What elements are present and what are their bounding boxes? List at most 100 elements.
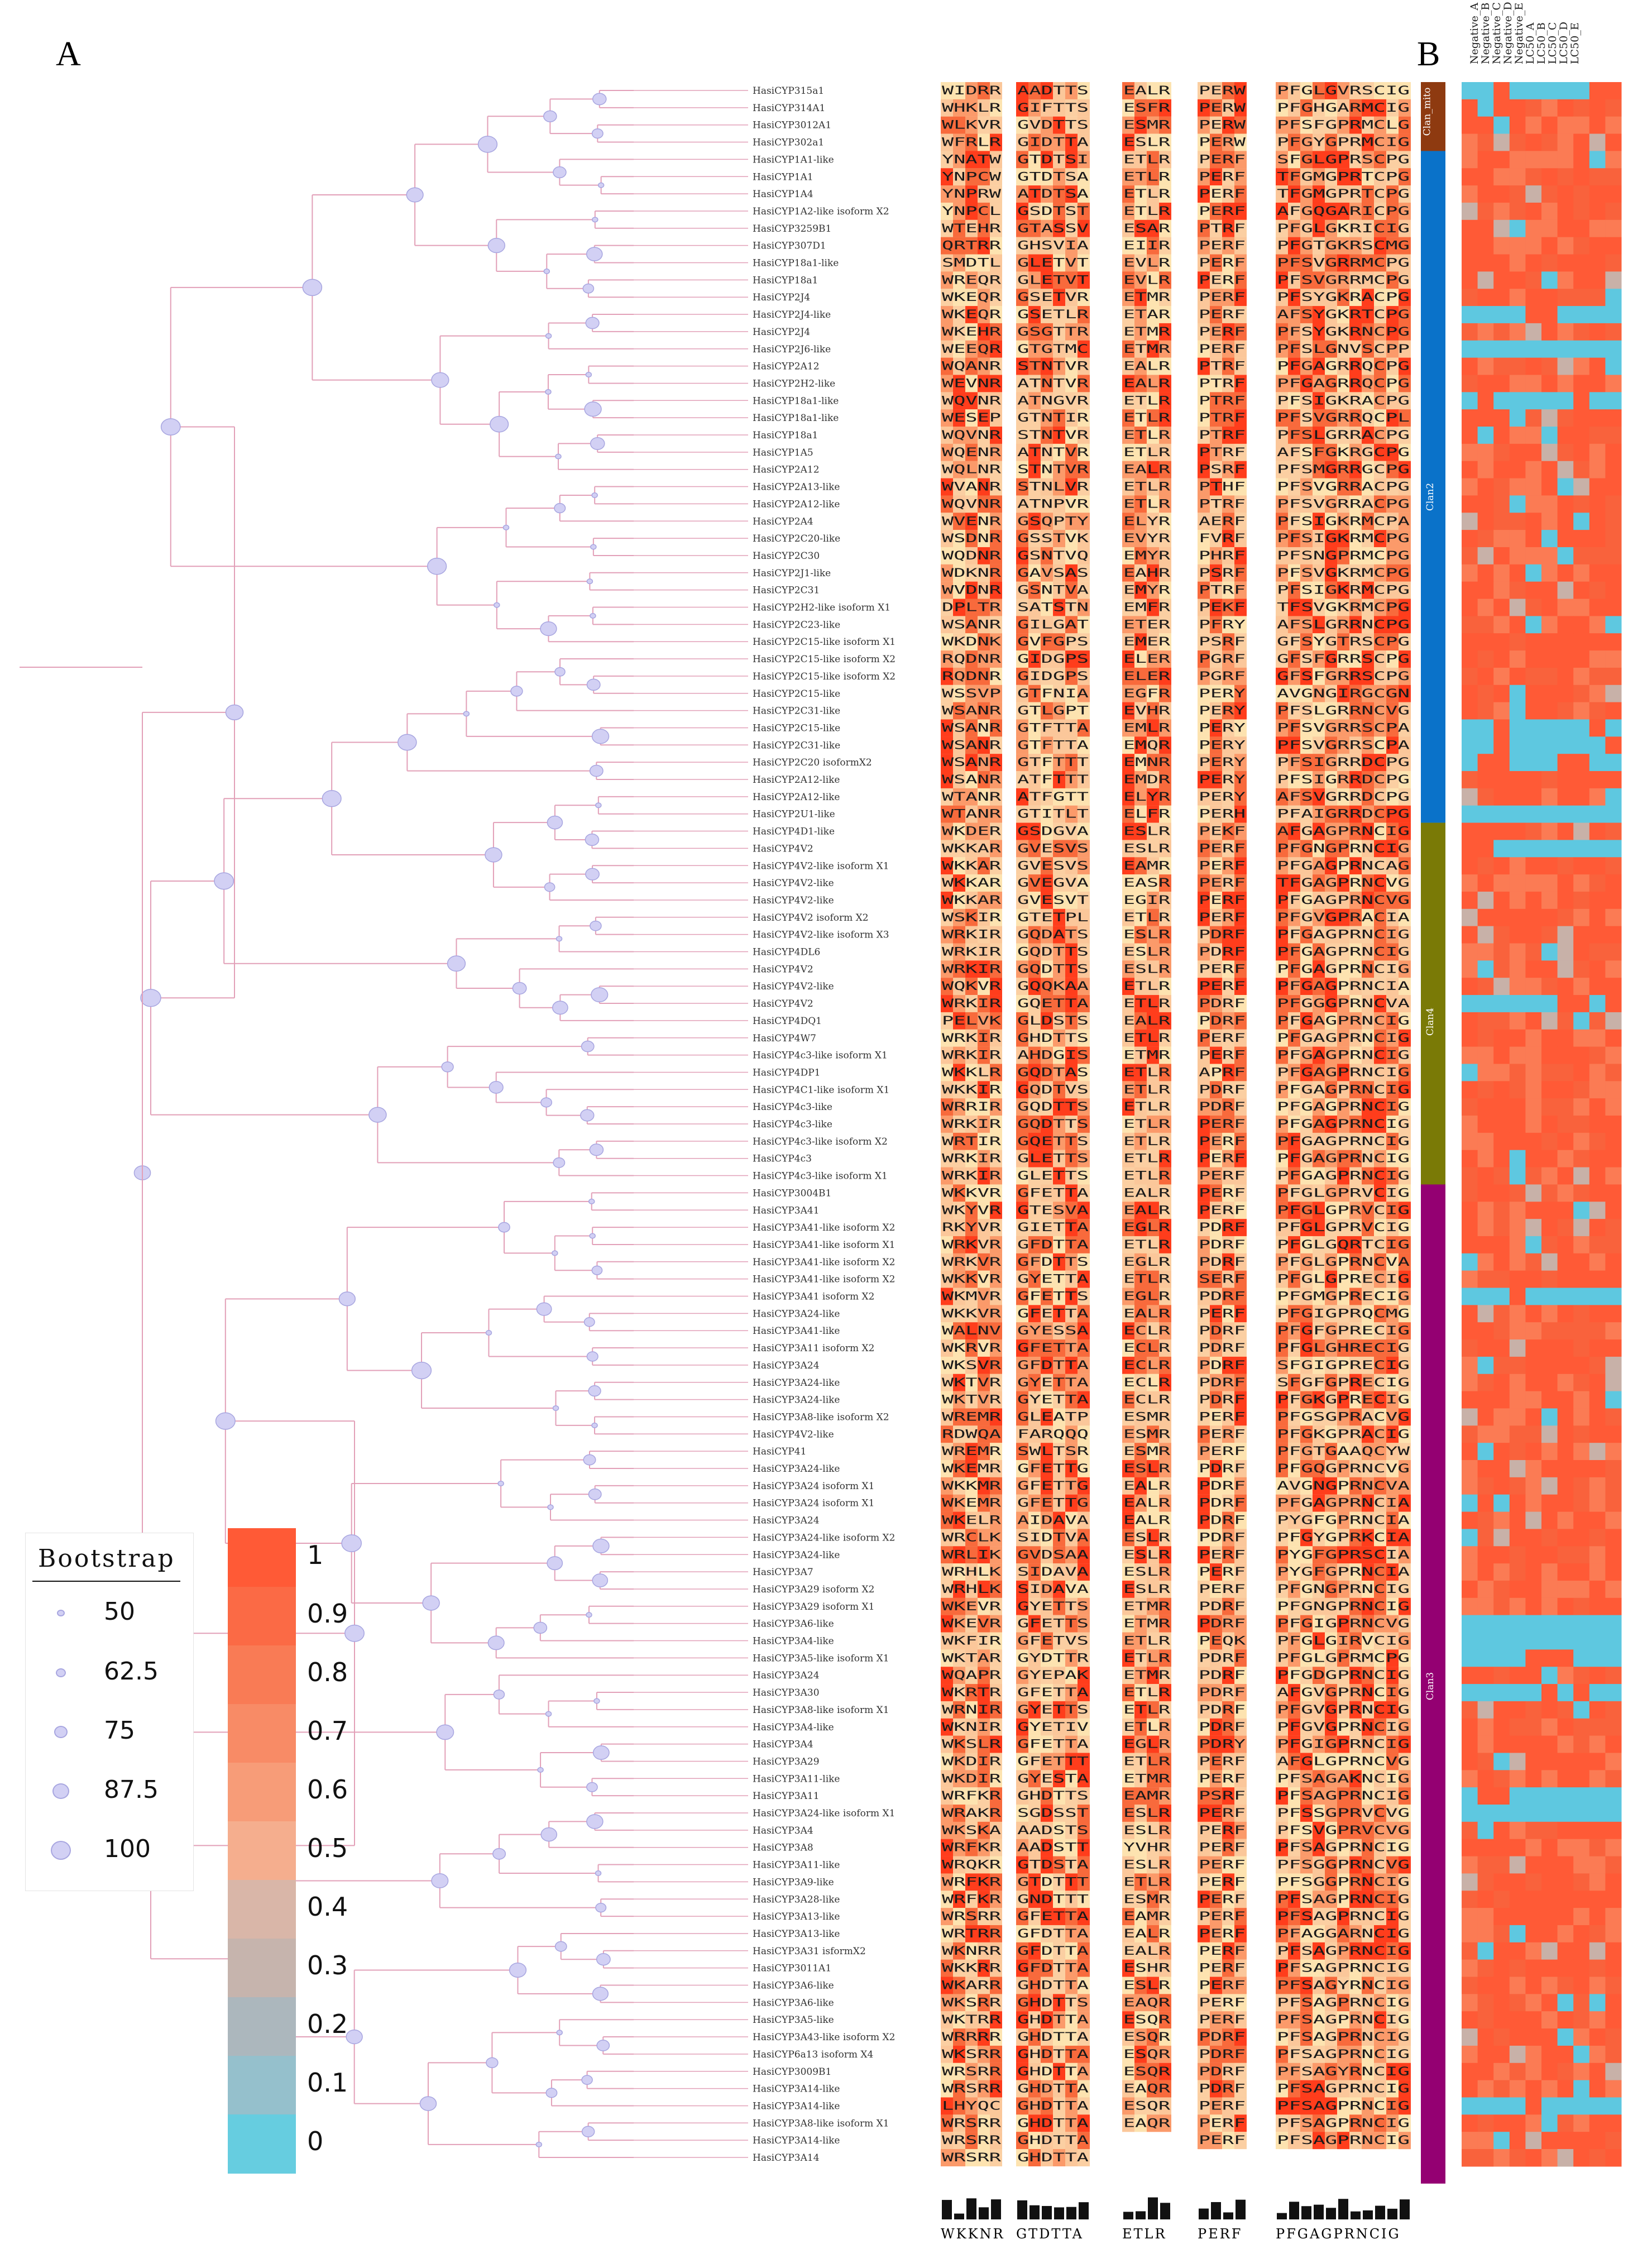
residue-cell: [953, 1443, 965, 1461]
residue-cell: [953, 289, 965, 307]
residue-string: GHDTTA: [1017, 2116, 1089, 2130]
residue-string: PFGAGPRNCIG: [1277, 945, 1410, 959]
residue-cell: [990, 1236, 1002, 1253]
residue-cell: [965, 1494, 978, 1512]
residue-cell: [953, 1305, 965, 1323]
residue-string: WSANR: [942, 704, 1002, 717]
bootstrap-node: [490, 415, 509, 433]
residue-string: PTRF: [1199, 428, 1246, 442]
residue-cell: [953, 495, 965, 513]
residue-cell: [1065, 513, 1078, 530]
residue-string: EIIR: [1123, 239, 1171, 252]
residue-string: PGRF: [1199, 652, 1246, 666]
residue-string: PFGVGPRNCIG: [1277, 1703, 1410, 1716]
residue-cell: [965, 1563, 978, 1581]
residue-cell: [1078, 685, 1090, 702]
taxon-label: HasiCYP4c3-like: [753, 1102, 832, 1113]
residue-cell: [1065, 340, 1078, 358]
residue-cell: [1028, 443, 1041, 461]
residue-string: GSDTST: [1017, 204, 1089, 218]
residue-cell: [1028, 271, 1041, 289]
residue-string: WRKIR: [942, 1169, 1002, 1183]
residue-cell: [978, 168, 990, 186]
residue-cell: [953, 1925, 965, 1942]
residue-cell: [990, 1046, 1002, 1064]
residue-cell: [965, 1942, 978, 1960]
residue-cell: [953, 1116, 965, 1133]
residue-string: PFSVGKRMCPG: [1277, 566, 1410, 580]
residue-cell: [978, 357, 990, 375]
residue-cell: [1028, 133, 1041, 151]
residue-cell: [990, 1391, 1002, 1409]
bootstrap-node: [556, 936, 563, 942]
residue-cell: [1028, 530, 1041, 548]
residue-cell: [1065, 133, 1078, 151]
taxon-label: HasiCYP307D1: [753, 241, 826, 252]
residue-cell: [953, 271, 965, 289]
residue-cell: [990, 202, 1002, 220]
residue-cell: [1041, 650, 1053, 668]
residue-cell: [990, 1132, 1002, 1150]
residue-cell: [1053, 599, 1065, 616]
residue-cell: [1078, 340, 1090, 358]
residue-string: ETLR: [1123, 911, 1171, 924]
residue-string: WKEMR: [942, 1462, 1002, 1475]
sequence-alignment: WIDRRWHKLRWLKVRWFRLRYNATWYNPCWYNPRWYNPCL…: [941, 82, 1411, 2166]
residue-cell: [990, 1081, 1002, 1099]
residue-cell: [978, 1477, 990, 1495]
residue-cell: [965, 1356, 978, 1374]
residue-string: PERF: [1199, 1806, 1246, 1820]
residue-cell: [941, 1959, 953, 1977]
residue-cell: [941, 719, 953, 737]
residue-cell: [953, 1339, 965, 1357]
residue-string: PFGAGPRNCIG: [1277, 1014, 1410, 1027]
taxon-label: HasiCYP4V2-like isoform X3: [753, 930, 889, 941]
residue-cell: [953, 1529, 965, 1547]
residue-cell: [1078, 202, 1090, 220]
taxon-label: HasiCYP2J1-like: [753, 568, 831, 579]
residue-string: PTRF: [1199, 446, 1246, 459]
residue-cell: [1065, 461, 1078, 478]
taxon-label: HasiCYP1A2-like isoform X2: [753, 206, 889, 217]
residue-cell: [1078, 667, 1090, 685]
taxon-label: HasiCYP4C1-like isoform X1: [753, 1084, 889, 1095]
residue-cell: [990, 530, 1002, 548]
residue-cell: [978, 323, 990, 341]
residue-string: WEEQR: [942, 342, 1002, 356]
taxon-label: HasiCYP4W7: [753, 1033, 816, 1044]
residue-string: PERF: [1199, 2116, 1246, 2130]
residue-string: GQDTVS: [1017, 1083, 1089, 1096]
residue-string: EAQR: [1123, 1996, 1171, 2009]
residue-string: WRQKR: [942, 1858, 1002, 1872]
residue-string: PFSMGRRGCPG: [1277, 463, 1410, 476]
taxon-label: HasiCYP3A30: [753, 1687, 820, 1698]
residue-cell: [990, 1580, 1002, 1598]
residue-string: PERF: [1199, 187, 1246, 200]
residue-string: SMDTL: [942, 256, 1001, 270]
residue-cell: [965, 599, 978, 616]
residue-string: GIFTTS: [1017, 101, 1089, 114]
residue-cell: [953, 409, 965, 427]
taxon-label: HasiCYP3A41-like isoform X2: [753, 1222, 895, 1233]
residue-cell: [1065, 685, 1078, 702]
residue-cell: [978, 1236, 990, 1253]
residue-string: WKEVR: [942, 1600, 1002, 1613]
residue-cell: [1041, 202, 1053, 220]
residue-cell: [965, 1891, 978, 1908]
residue-string: PELVK: [942, 1014, 1002, 1027]
residue-cell: [953, 392, 965, 410]
residue-cell: [941, 1322, 953, 1340]
residue-string: PDRF: [1199, 1530, 1246, 1544]
residue-cell: [1016, 495, 1028, 513]
residue-cell: [953, 2011, 965, 2029]
residue-cell: [953, 943, 965, 961]
residue-cell: [1028, 151, 1041, 169]
residue-cell: [990, 1977, 1002, 1994]
taxon-label: HasiCYP3A5-like isoform X1: [753, 1653, 889, 1664]
residue-cell: [941, 685, 953, 702]
residue-string: EALR: [1123, 1186, 1171, 1199]
residue-string: PERW: [1199, 84, 1246, 97]
residue-string: WKELR: [942, 1514, 1002, 1527]
residue-string: WKNRR: [942, 1944, 1002, 1958]
residue-cell: [1053, 219, 1065, 237]
